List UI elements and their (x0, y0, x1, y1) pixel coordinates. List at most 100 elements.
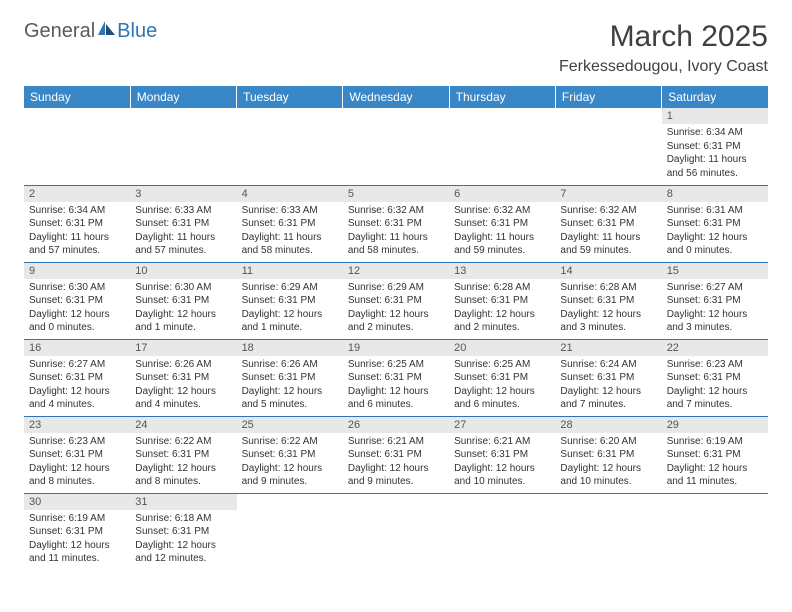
daylight-line: Daylight: 12 hours and 4 minutes. (135, 385, 231, 412)
day-content: Sunrise: 6:29 AMSunset: 6:31 PMDaylight:… (343, 279, 449, 339)
day-content: Sunrise: 6:21 AMSunset: 6:31 PMDaylight:… (343, 433, 449, 493)
calendar-cell: 26Sunrise: 6:21 AMSunset: 6:31 PMDayligh… (343, 416, 449, 493)
sunset-line: Sunset: 6:31 PM (135, 217, 231, 231)
sunrise-line: Sunrise: 6:32 AM (454, 204, 550, 218)
day-number: 31 (130, 494, 236, 510)
calendar-cell: 28Sunrise: 6:20 AMSunset: 6:31 PMDayligh… (555, 416, 661, 493)
daylight-line: Daylight: 11 hours and 59 minutes. (560, 231, 656, 258)
header: General Blue March 2025 Ferkessedougou, … (24, 20, 768, 76)
daylight-line: Daylight: 11 hours and 58 minutes. (348, 231, 444, 258)
dayname-fri: Friday (555, 86, 661, 108)
sunset-line: Sunset: 6:31 PM (454, 294, 550, 308)
day-number: 25 (237, 417, 343, 433)
day-content: Sunrise: 6:33 AMSunset: 6:31 PMDaylight:… (130, 202, 236, 262)
sunrise-line: Sunrise: 6:31 AM (667, 204, 763, 218)
calendar-cell: 8Sunrise: 6:31 AMSunset: 6:31 PMDaylight… (662, 185, 768, 262)
calendar-cell: 3Sunrise: 6:33 AMSunset: 6:31 PMDaylight… (130, 185, 236, 262)
sunset-line: Sunset: 6:31 PM (29, 371, 125, 385)
calendar-cell: 13Sunrise: 6:28 AMSunset: 6:31 PMDayligh… (449, 262, 555, 339)
day-content: Sunrise: 6:28 AMSunset: 6:31 PMDaylight:… (449, 279, 555, 339)
day-content: Sunrise: 6:33 AMSunset: 6:31 PMDaylight:… (237, 202, 343, 262)
sunset-line: Sunset: 6:31 PM (242, 217, 338, 231)
day-number: 26 (343, 417, 449, 433)
dayname-mon: Monday (130, 86, 236, 108)
sunrise-line: Sunrise: 6:21 AM (454, 435, 550, 449)
sunrise-line: Sunrise: 6:25 AM (348, 358, 444, 372)
day-number: 3 (130, 186, 236, 202)
sunset-line: Sunset: 6:31 PM (242, 448, 338, 462)
calendar-cell (130, 108, 236, 185)
sunset-line: Sunset: 6:31 PM (29, 294, 125, 308)
calendar-cell: 23Sunrise: 6:23 AMSunset: 6:31 PMDayligh… (24, 416, 130, 493)
daylight-line: Daylight: 11 hours and 58 minutes. (242, 231, 338, 258)
day-number: 19 (343, 340, 449, 356)
day-content: Sunrise: 6:28 AMSunset: 6:31 PMDaylight:… (555, 279, 661, 339)
calendar-cell: 21Sunrise: 6:24 AMSunset: 6:31 PMDayligh… (555, 339, 661, 416)
calendar-cell (555, 493, 661, 570)
calendar-cell: 11Sunrise: 6:29 AMSunset: 6:31 PMDayligh… (237, 262, 343, 339)
sunset-line: Sunset: 6:31 PM (242, 371, 338, 385)
daylight-line: Daylight: 12 hours and 11 minutes. (29, 539, 125, 566)
daylight-line: Daylight: 12 hours and 7 minutes. (667, 385, 763, 412)
location: Ferkessedougou, Ivory Coast (559, 58, 768, 76)
day-content: Sunrise: 6:31 AMSunset: 6:31 PMDaylight:… (662, 202, 768, 262)
day-number: 18 (237, 340, 343, 356)
sunrise-line: Sunrise: 6:21 AM (348, 435, 444, 449)
day-number: 7 (555, 186, 661, 202)
sunset-line: Sunset: 6:31 PM (348, 294, 444, 308)
sunrise-line: Sunrise: 6:23 AM (667, 358, 763, 372)
sunset-line: Sunset: 6:31 PM (667, 140, 763, 154)
day-content: Sunrise: 6:27 AMSunset: 6:31 PMDaylight:… (24, 356, 130, 416)
day-number: 24 (130, 417, 236, 433)
day-content: Sunrise: 6:27 AMSunset: 6:31 PMDaylight:… (662, 279, 768, 339)
dayname-sat: Saturday (662, 86, 768, 108)
day-number: 17 (130, 340, 236, 356)
day-number: 12 (343, 263, 449, 279)
day-content: Sunrise: 6:23 AMSunset: 6:31 PMDaylight:… (662, 356, 768, 416)
sunset-line: Sunset: 6:31 PM (242, 294, 338, 308)
day-content: Sunrise: 6:30 AMSunset: 6:31 PMDaylight:… (130, 279, 236, 339)
sunrise-line: Sunrise: 6:22 AM (242, 435, 338, 449)
sunrise-line: Sunrise: 6:19 AM (29, 512, 125, 526)
sunrise-line: Sunrise: 6:24 AM (560, 358, 656, 372)
day-content: Sunrise: 6:18 AMSunset: 6:31 PMDaylight:… (130, 510, 236, 570)
calendar-row: 16Sunrise: 6:27 AMSunset: 6:31 PMDayligh… (24, 339, 768, 416)
sunset-line: Sunset: 6:31 PM (667, 294, 763, 308)
calendar-cell: 24Sunrise: 6:22 AMSunset: 6:31 PMDayligh… (130, 416, 236, 493)
daylight-line: Daylight: 12 hours and 11 minutes. (667, 462, 763, 489)
calendar-cell: 2Sunrise: 6:34 AMSunset: 6:31 PMDaylight… (24, 185, 130, 262)
sunrise-line: Sunrise: 6:27 AM (667, 281, 763, 295)
day-content: Sunrise: 6:25 AMSunset: 6:31 PMDaylight:… (449, 356, 555, 416)
daylight-line: Daylight: 12 hours and 12 minutes. (135, 539, 231, 566)
day-content: Sunrise: 6:22 AMSunset: 6:31 PMDaylight:… (237, 433, 343, 493)
calendar-cell: 29Sunrise: 6:19 AMSunset: 6:31 PMDayligh… (662, 416, 768, 493)
daylight-line: Daylight: 12 hours and 2 minutes. (348, 308, 444, 335)
sunset-line: Sunset: 6:31 PM (454, 217, 550, 231)
day-number: 23 (24, 417, 130, 433)
sunset-line: Sunset: 6:31 PM (560, 448, 656, 462)
logo-sail-icon (98, 21, 116, 35)
calendar-cell: 9Sunrise: 6:30 AMSunset: 6:31 PMDaylight… (24, 262, 130, 339)
day-number: 21 (555, 340, 661, 356)
daylight-line: Daylight: 12 hours and 6 minutes. (348, 385, 444, 412)
sunset-line: Sunset: 6:31 PM (135, 371, 231, 385)
calendar-cell (662, 493, 768, 570)
sunrise-line: Sunrise: 6:32 AM (348, 204, 444, 218)
day-content: Sunrise: 6:32 AMSunset: 6:31 PMDaylight:… (449, 202, 555, 262)
sunrise-line: Sunrise: 6:28 AM (560, 281, 656, 295)
calendar-body: 1Sunrise: 6:34 AMSunset: 6:31 PMDaylight… (24, 108, 768, 570)
daylight-line: Daylight: 11 hours and 57 minutes. (29, 231, 125, 258)
sunrise-line: Sunrise: 6:27 AM (29, 358, 125, 372)
calendar-cell: 15Sunrise: 6:27 AMSunset: 6:31 PMDayligh… (662, 262, 768, 339)
day-content: Sunrise: 6:19 AMSunset: 6:31 PMDaylight:… (24, 510, 130, 570)
sunset-line: Sunset: 6:31 PM (29, 525, 125, 539)
sunset-line: Sunset: 6:31 PM (560, 294, 656, 308)
calendar-cell: 30Sunrise: 6:19 AMSunset: 6:31 PMDayligh… (24, 493, 130, 570)
calendar-cell (237, 493, 343, 570)
daylight-line: Daylight: 12 hours and 0 minutes. (667, 231, 763, 258)
day-content: Sunrise: 6:21 AMSunset: 6:31 PMDaylight:… (449, 433, 555, 493)
calendar-cell: 17Sunrise: 6:26 AMSunset: 6:31 PMDayligh… (130, 339, 236, 416)
calendar-cell: 18Sunrise: 6:26 AMSunset: 6:31 PMDayligh… (237, 339, 343, 416)
calendar-cell (237, 108, 343, 185)
calendar-cell: 7Sunrise: 6:32 AMSunset: 6:31 PMDaylight… (555, 185, 661, 262)
